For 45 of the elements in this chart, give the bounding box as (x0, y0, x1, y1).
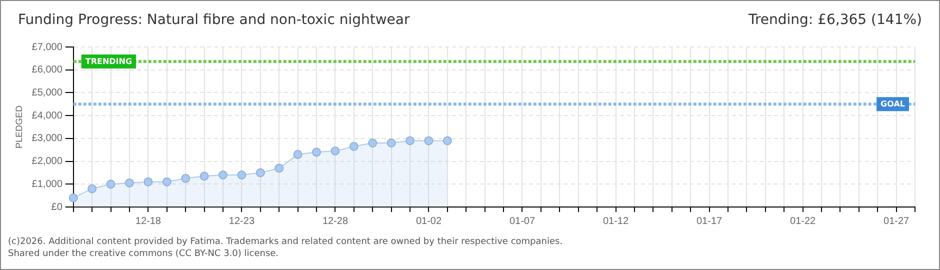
point (424, 136, 434, 146)
y-tick-label: £0 (51, 202, 63, 213)
y-tick-label: £1,000 (32, 178, 63, 190)
x-tick-label: 01-27 (884, 216, 910, 227)
point (200, 172, 209, 181)
ref-line-label: TRENDING (85, 57, 132, 66)
y-tick-label: £4,000 (32, 110, 63, 122)
point (106, 180, 116, 189)
point (68, 193, 78, 202)
x-tick-label: 01-12 (602, 216, 629, 227)
point (293, 150, 302, 159)
y-tick-label: £6,000 (32, 64, 63, 76)
y-tick-label: £3,000 (32, 133, 63, 144)
text: Shared under the creative commons (CC BY-NC 3.0) license. (8, 248, 280, 260)
point (274, 164, 284, 173)
point (406, 136, 415, 146)
point (368, 138, 378, 148)
point (442, 136, 452, 146)
point (386, 138, 396, 148)
x-tick-label: 01-02 (416, 216, 442, 227)
point (312, 148, 322, 157)
y-tick-label: £7,000 (32, 42, 63, 53)
y-axis-title: PLEDGED (14, 104, 24, 149)
chart-subtitle: Trending: £6,365 (141%) (748, 12, 922, 28)
point (237, 170, 246, 180)
point (144, 177, 153, 186)
y-tick-label: £2,000 (32, 156, 63, 168)
chart-title: Funding Progress: Natural fibre and non-toxic nightwear (18, 12, 410, 28)
y-tick-label: £5,000 (32, 87, 63, 98)
text: (c)2026. Additional content provided by Fatima. Trademarks and related content are owned by their respective companies. (8, 236, 563, 248)
ref-line-label: GOAL (880, 100, 906, 109)
x-tick-label: 12-23 (228, 216, 255, 227)
point (124, 178, 134, 188)
x-tick-label: 12-18 (135, 216, 162, 227)
point (88, 184, 97, 194)
point (162, 177, 172, 186)
point (218, 170, 228, 180)
point (256, 168, 265, 178)
x-tick-label: 01-17 (696, 216, 722, 227)
point (181, 174, 190, 183)
point (349, 142, 358, 151)
point (330, 146, 340, 156)
x-tick-label: 12-28 (322, 216, 348, 227)
x-tick-label: 01-22 (790, 216, 816, 227)
x-tick-label: 01-07 (509, 216, 536, 227)
